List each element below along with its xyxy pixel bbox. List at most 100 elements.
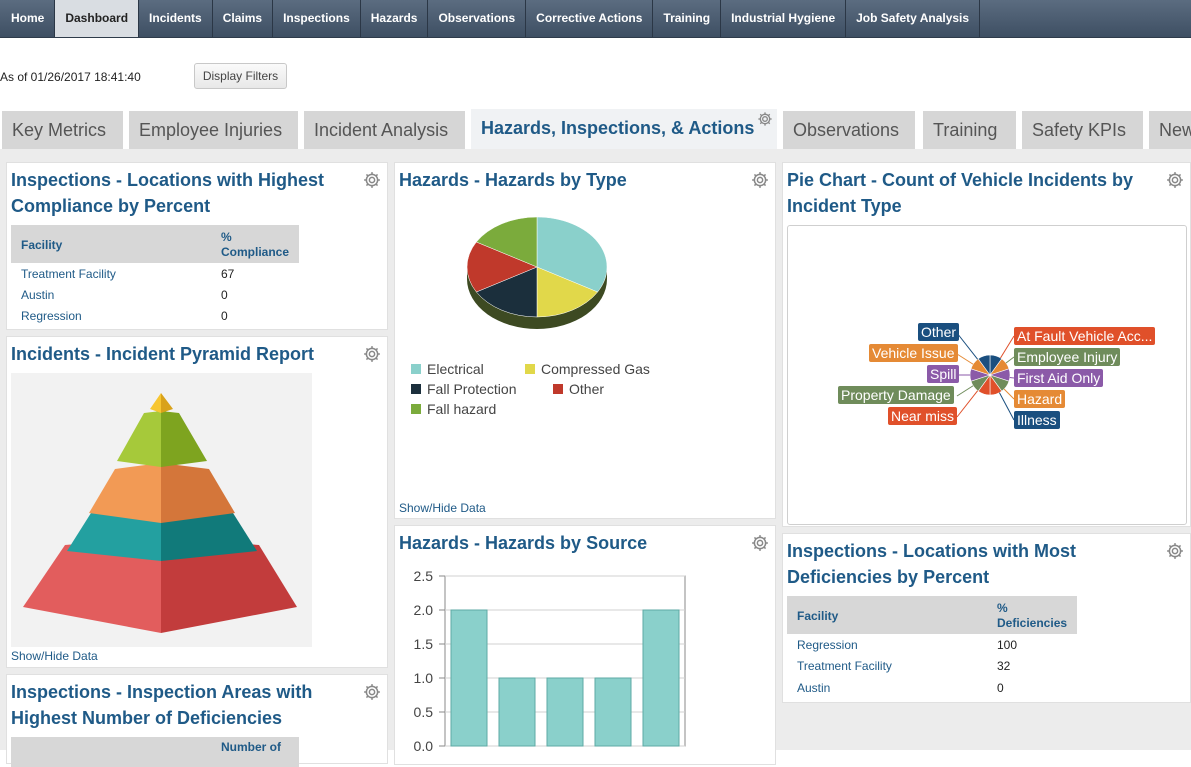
column-header-value: Deficiencies xyxy=(997,616,1068,630)
table-row-facility[interactable]: Austin xyxy=(797,681,831,695)
table-row-value: 32 xyxy=(997,659,1011,673)
y-tick-label: 0.0 xyxy=(414,738,434,754)
legend-item: Compressed Gas xyxy=(525,361,650,377)
table-row-facility[interactable]: Treatment Facility xyxy=(797,659,892,673)
hazards-type-pie-chart xyxy=(466,216,608,329)
tab-incident-analysis[interactable]: Incident Analysis xyxy=(304,111,465,149)
column-header-value: % xyxy=(221,230,232,244)
pie-side xyxy=(467,267,607,329)
title-line: Compliance by Percent xyxy=(11,196,211,216)
title-line: Inspections - Locations with Most xyxy=(787,541,1077,561)
nav-claims[interactable]: Claims xyxy=(213,0,274,37)
tab-employee-injuries[interactable]: Employee Injuries xyxy=(129,111,298,149)
nav-inspections[interactable]: Inspections xyxy=(273,0,361,37)
table-row-facility[interactable]: Treatment Facility xyxy=(21,267,116,281)
gear-icon[interactable] xyxy=(1166,171,1184,189)
table-row-value: 0 xyxy=(221,288,228,302)
panel-title: Hazards - Hazards by Type xyxy=(399,170,627,190)
column-header-value: % xyxy=(997,601,1008,615)
column-header-facility: Facility xyxy=(21,238,63,252)
display-filters-button[interactable]: Display Filters xyxy=(194,63,287,89)
column-header-facility: Facility xyxy=(797,609,839,623)
gear-icon[interactable] xyxy=(757,111,773,127)
legend-label: Compressed Gas xyxy=(541,361,650,377)
gear-icon[interactable] xyxy=(363,683,381,701)
title-line: Inspections - Locations with Highest xyxy=(11,170,325,190)
panel-title: Pie Chart - Count of Vehicle Incidents b… xyxy=(787,167,1133,219)
y-tick-label: 1.0 xyxy=(414,670,434,686)
gear-icon[interactable] xyxy=(751,171,769,189)
legend-item: Other xyxy=(553,381,604,397)
table-row-facility[interactable]: Austin xyxy=(21,288,55,302)
pie-label-spill: Spill xyxy=(927,365,960,383)
column-header-value: Number of xyxy=(221,740,281,754)
tab-label: Safety KPIs xyxy=(1032,120,1127,140)
leader-line xyxy=(1005,356,1015,364)
title-line: Pie Chart - Count of Vehicle Incidents b… xyxy=(787,170,1134,190)
table-header: Number of xyxy=(11,737,299,767)
pie-slice-other xyxy=(466,241,538,293)
hazards-by-type-panel: Hazards - Hazards by Type Electrical Com… xyxy=(394,162,776,519)
leader-line xyxy=(956,332,979,360)
pie-slice-fall-protection xyxy=(475,266,538,318)
nav-job-safety-analysis[interactable]: Job Safety Analysis xyxy=(846,0,981,37)
tab-label: Incident Analysis xyxy=(314,120,449,140)
gear-icon[interactable] xyxy=(751,534,769,552)
tab-hazards-inspections-actions[interactable]: Hazards, Inspections, & Actions xyxy=(471,109,777,149)
nav-observations[interactable]: Observations xyxy=(428,0,527,37)
leader-line xyxy=(1000,335,1015,359)
table-row-facility[interactable]: Regression xyxy=(797,638,858,652)
legend-swatch xyxy=(411,384,421,394)
leader-line xyxy=(998,392,1015,421)
nav-incidents[interactable]: Incidents xyxy=(139,0,213,37)
pie-label-near-miss: Near miss xyxy=(888,407,958,425)
tab-safety-kpis[interactable]: Safety KPIs xyxy=(1022,111,1143,149)
pie-slice-fall-hazard xyxy=(475,216,538,268)
y-tick-label: 2.0 xyxy=(414,602,434,618)
incident-pyramid-panel: Incidents - Incident Pyramid Report Show… xyxy=(6,336,388,668)
compliance-panel: Inspections - Locations with Highest Comp… xyxy=(6,162,388,330)
leader-line xyxy=(1009,376,1015,379)
tab-observations[interactable]: Observations xyxy=(783,111,915,149)
nav-industrial-hygiene[interactable]: Industrial Hygiene xyxy=(721,0,847,37)
panel-title: Inspections - Locations with Highest Comp… xyxy=(11,167,324,219)
as-of-timestamp: As of 01/26/2017 18:41:40 xyxy=(0,70,141,84)
leader-line xyxy=(956,390,979,418)
table-row-value: 0 xyxy=(221,309,228,323)
hazards-source-bar-chart: 0.0 0.5 1.0 1.5 2.0 2.5 xyxy=(414,568,686,754)
show-hide-data-link[interactable]: Show/Hide Data xyxy=(11,649,98,663)
bar xyxy=(450,609,488,747)
legend-item: Electrical xyxy=(411,361,484,377)
bar xyxy=(594,677,632,747)
panel-title: Hazards - Hazards by Source xyxy=(399,533,648,553)
bar xyxy=(498,677,536,747)
table-row-facility[interactable]: Regression xyxy=(21,309,82,323)
show-hide-data-link[interactable]: Show/Hide Data xyxy=(399,501,486,515)
incident-pyramid-graphic xyxy=(11,373,312,647)
gear-icon[interactable] xyxy=(363,345,381,363)
y-tick-label: 2.5 xyxy=(414,568,434,584)
gear-icon[interactable] xyxy=(1166,542,1184,560)
legend-label: Other xyxy=(569,381,605,397)
tab-training[interactable]: Training xyxy=(923,111,1016,149)
pie-label-employee-injury: Employee Injury xyxy=(1014,348,1121,366)
legend-swatch xyxy=(411,404,421,414)
pie-slice-electrical xyxy=(536,216,608,293)
nav-home[interactable]: Home xyxy=(0,0,56,37)
gear-icon[interactable] xyxy=(363,171,381,189)
tab-new[interactable]: New xyxy=(1149,111,1191,149)
nav-corrective-actions[interactable]: Corrective Actions xyxy=(526,0,654,37)
tab-label: Key Metrics xyxy=(12,120,107,140)
nav-dashboard[interactable]: Dashboard xyxy=(55,0,140,37)
tab-key-metrics[interactable]: Key Metrics xyxy=(2,111,123,149)
vehicle-chart-frame xyxy=(787,225,1187,525)
nav-training[interactable]: Training xyxy=(653,0,722,37)
y-tick-label: 0.5 xyxy=(414,704,434,720)
legend-label: Fall Protection xyxy=(427,381,517,397)
table-header: Facility % Deficiencies xyxy=(787,596,1077,634)
vehicle-incidents-panel: Pie Chart - Count of Vehicle Incidents b… xyxy=(782,162,1191,527)
tab-label: Observations xyxy=(793,120,900,140)
nav-hazards[interactable]: Hazards xyxy=(361,0,429,37)
bar xyxy=(546,677,584,747)
tab-label: New xyxy=(1159,120,1191,140)
